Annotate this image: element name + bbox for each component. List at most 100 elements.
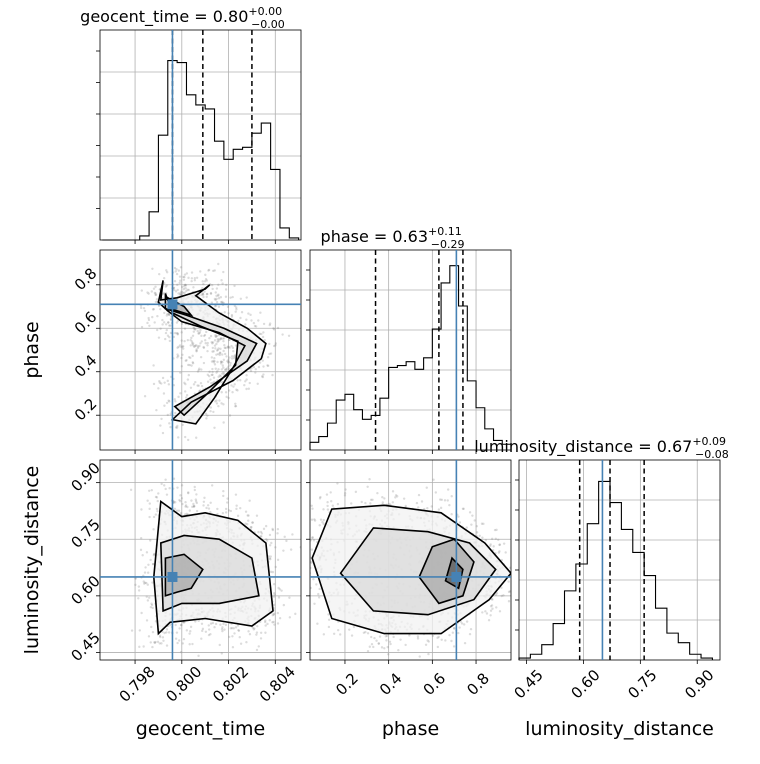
density-fill-1 — [165, 293, 257, 416]
sample-point — [207, 633, 211, 637]
sample-point — [143, 309, 147, 313]
sample-point — [325, 493, 329, 496]
sample-point — [465, 620, 469, 623]
sample-point — [199, 329, 202, 332]
sample-point — [180, 623, 183, 627]
sample-point — [165, 269, 168, 272]
sample-point — [175, 509, 179, 512]
sample-point — [336, 502, 340, 506]
sample-point — [221, 629, 224, 633]
sample-point — [394, 494, 398, 497]
sample-point — [191, 361, 194, 364]
sample-point — [225, 283, 228, 287]
sample-point — [272, 612, 276, 615]
sample-point — [181, 345, 184, 348]
sample-point — [376, 491, 379, 495]
sample-point — [352, 625, 356, 629]
y-tick-label-phase: 0.6 — [71, 308, 101, 338]
sample-point — [184, 287, 187, 290]
sample-point — [182, 345, 185, 348]
title-minus: −0.08 — [695, 448, 729, 461]
sample-point — [457, 515, 460, 518]
sample-point — [200, 340, 203, 343]
sample-point — [203, 290, 206, 293]
sample-point — [500, 558, 504, 562]
sample-point — [234, 405, 237, 408]
sample-point — [187, 356, 191, 359]
sample-point — [147, 635, 151, 638]
sample-point — [215, 399, 218, 402]
y-tick-label-phase: 0.2 — [71, 395, 101, 425]
sample-point — [173, 288, 176, 292]
sample-point — [199, 355, 203, 359]
frame-2d — [99, 459, 302, 661]
sample-point — [167, 312, 171, 315]
sample-point — [273, 591, 276, 595]
sample-point — [216, 352, 220, 356]
sample-point — [268, 619, 271, 622]
sample-point — [159, 424, 162, 427]
sample-point — [147, 318, 151, 322]
sample-point — [219, 336, 223, 340]
sample-point — [223, 368, 227, 372]
sample-point — [444, 639, 447, 642]
sample-point — [183, 339, 186, 343]
sample-point — [210, 373, 213, 377]
sample-point — [248, 499, 251, 502]
sample-point — [145, 581, 148, 585]
sample-point — [211, 341, 215, 344]
sample-point — [231, 391, 234, 394]
sample-point — [437, 508, 441, 511]
sample-point — [209, 510, 212, 514]
sample-point — [211, 621, 215, 625]
sample-point — [220, 360, 223, 363]
sample-point — [311, 536, 314, 539]
sample-point — [427, 640, 430, 643]
sample-point — [147, 292, 150, 295]
sample-point — [209, 633, 212, 636]
sample-point — [214, 347, 217, 350]
sample-point — [270, 541, 273, 545]
sample-point — [165, 493, 169, 496]
sample-point — [201, 629, 204, 633]
sample-point — [207, 374, 211, 378]
sample-point — [163, 381, 166, 384]
sample-point — [254, 325, 258, 328]
sample-point — [448, 503, 451, 507]
sample-point — [218, 353, 221, 357]
sample-point — [214, 335, 217, 338]
sample-point — [380, 646, 384, 649]
sample-point — [331, 504, 335, 507]
sample-point — [326, 508, 330, 511]
sample-point — [495, 606, 498, 609]
sample-point — [191, 354, 194, 358]
sample-point — [262, 365, 265, 368]
sample-point — [260, 332, 263, 336]
sample-point — [221, 353, 224, 356]
sample-point — [187, 491, 190, 494]
sample-point — [155, 298, 159, 301]
sample-point — [245, 318, 248, 321]
sample-point — [271, 614, 274, 617]
sample-point — [272, 613, 275, 616]
sample-point — [215, 287, 219, 290]
sample-point — [209, 622, 213, 625]
sample-point — [276, 558, 280, 562]
sample-point — [336, 482, 339, 485]
sample-point — [203, 333, 207, 337]
x-tick-label-geocent_time: 0.802 — [209, 663, 252, 706]
sample-point — [244, 510, 248, 513]
sample-point — [201, 280, 204, 283]
sample-point — [176, 424, 179, 428]
sample-point — [209, 409, 212, 413]
sample-point — [205, 330, 208, 334]
title-minus: −0.29 — [431, 238, 465, 251]
sample-point — [153, 552, 156, 556]
sample-point — [185, 394, 189, 397]
sample-point — [151, 606, 154, 610]
sample-point — [217, 375, 220, 379]
sample-point — [264, 620, 267, 624]
sample-point — [281, 333, 284, 336]
sample-point — [350, 502, 353, 505]
sample-point — [224, 346, 227, 350]
